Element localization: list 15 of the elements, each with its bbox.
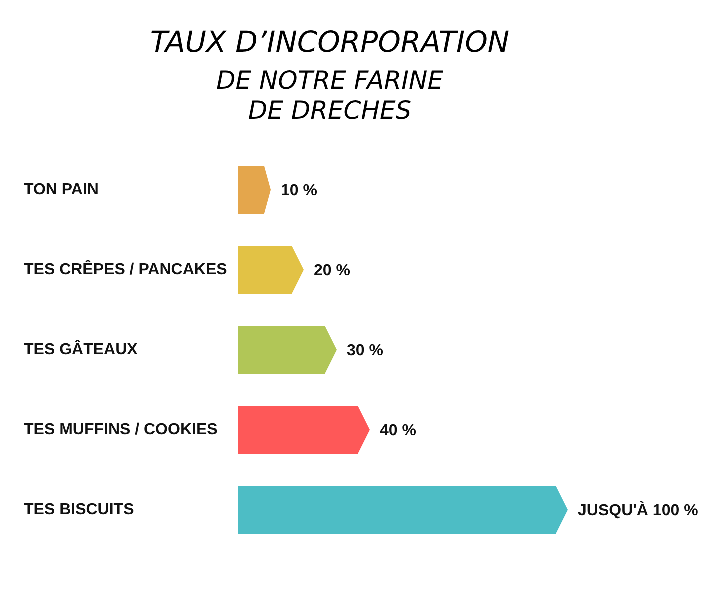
data-label: JUSQU'À 100 % bbox=[578, 500, 698, 520]
bar bbox=[238, 406, 370, 454]
data-label: 30 % bbox=[347, 342, 384, 360]
data-label: 10 % bbox=[281, 182, 318, 200]
y-tick-label: TES MUFFINS / COOKIES bbox=[24, 422, 218, 438]
bar bbox=[238, 326, 337, 374]
bar bbox=[238, 486, 568, 534]
y-tick-label: TES GÂTEAUX bbox=[24, 340, 138, 358]
y-tick-label: TES CRÊPES / PANCAKES bbox=[24, 260, 228, 278]
chart-subtitle: DE NOTRE FARINE DE DRECHES bbox=[215, 66, 444, 126]
data-label: 20 % bbox=[314, 262, 350, 280]
y-tick-label: TES BISCUITS bbox=[24, 502, 135, 518]
chart-title: TAUX D’INCORPORATION bbox=[149, 24, 511, 60]
y-tick-label: TON PAIN bbox=[24, 182, 99, 198]
data-label: 40 % bbox=[380, 422, 416, 440]
